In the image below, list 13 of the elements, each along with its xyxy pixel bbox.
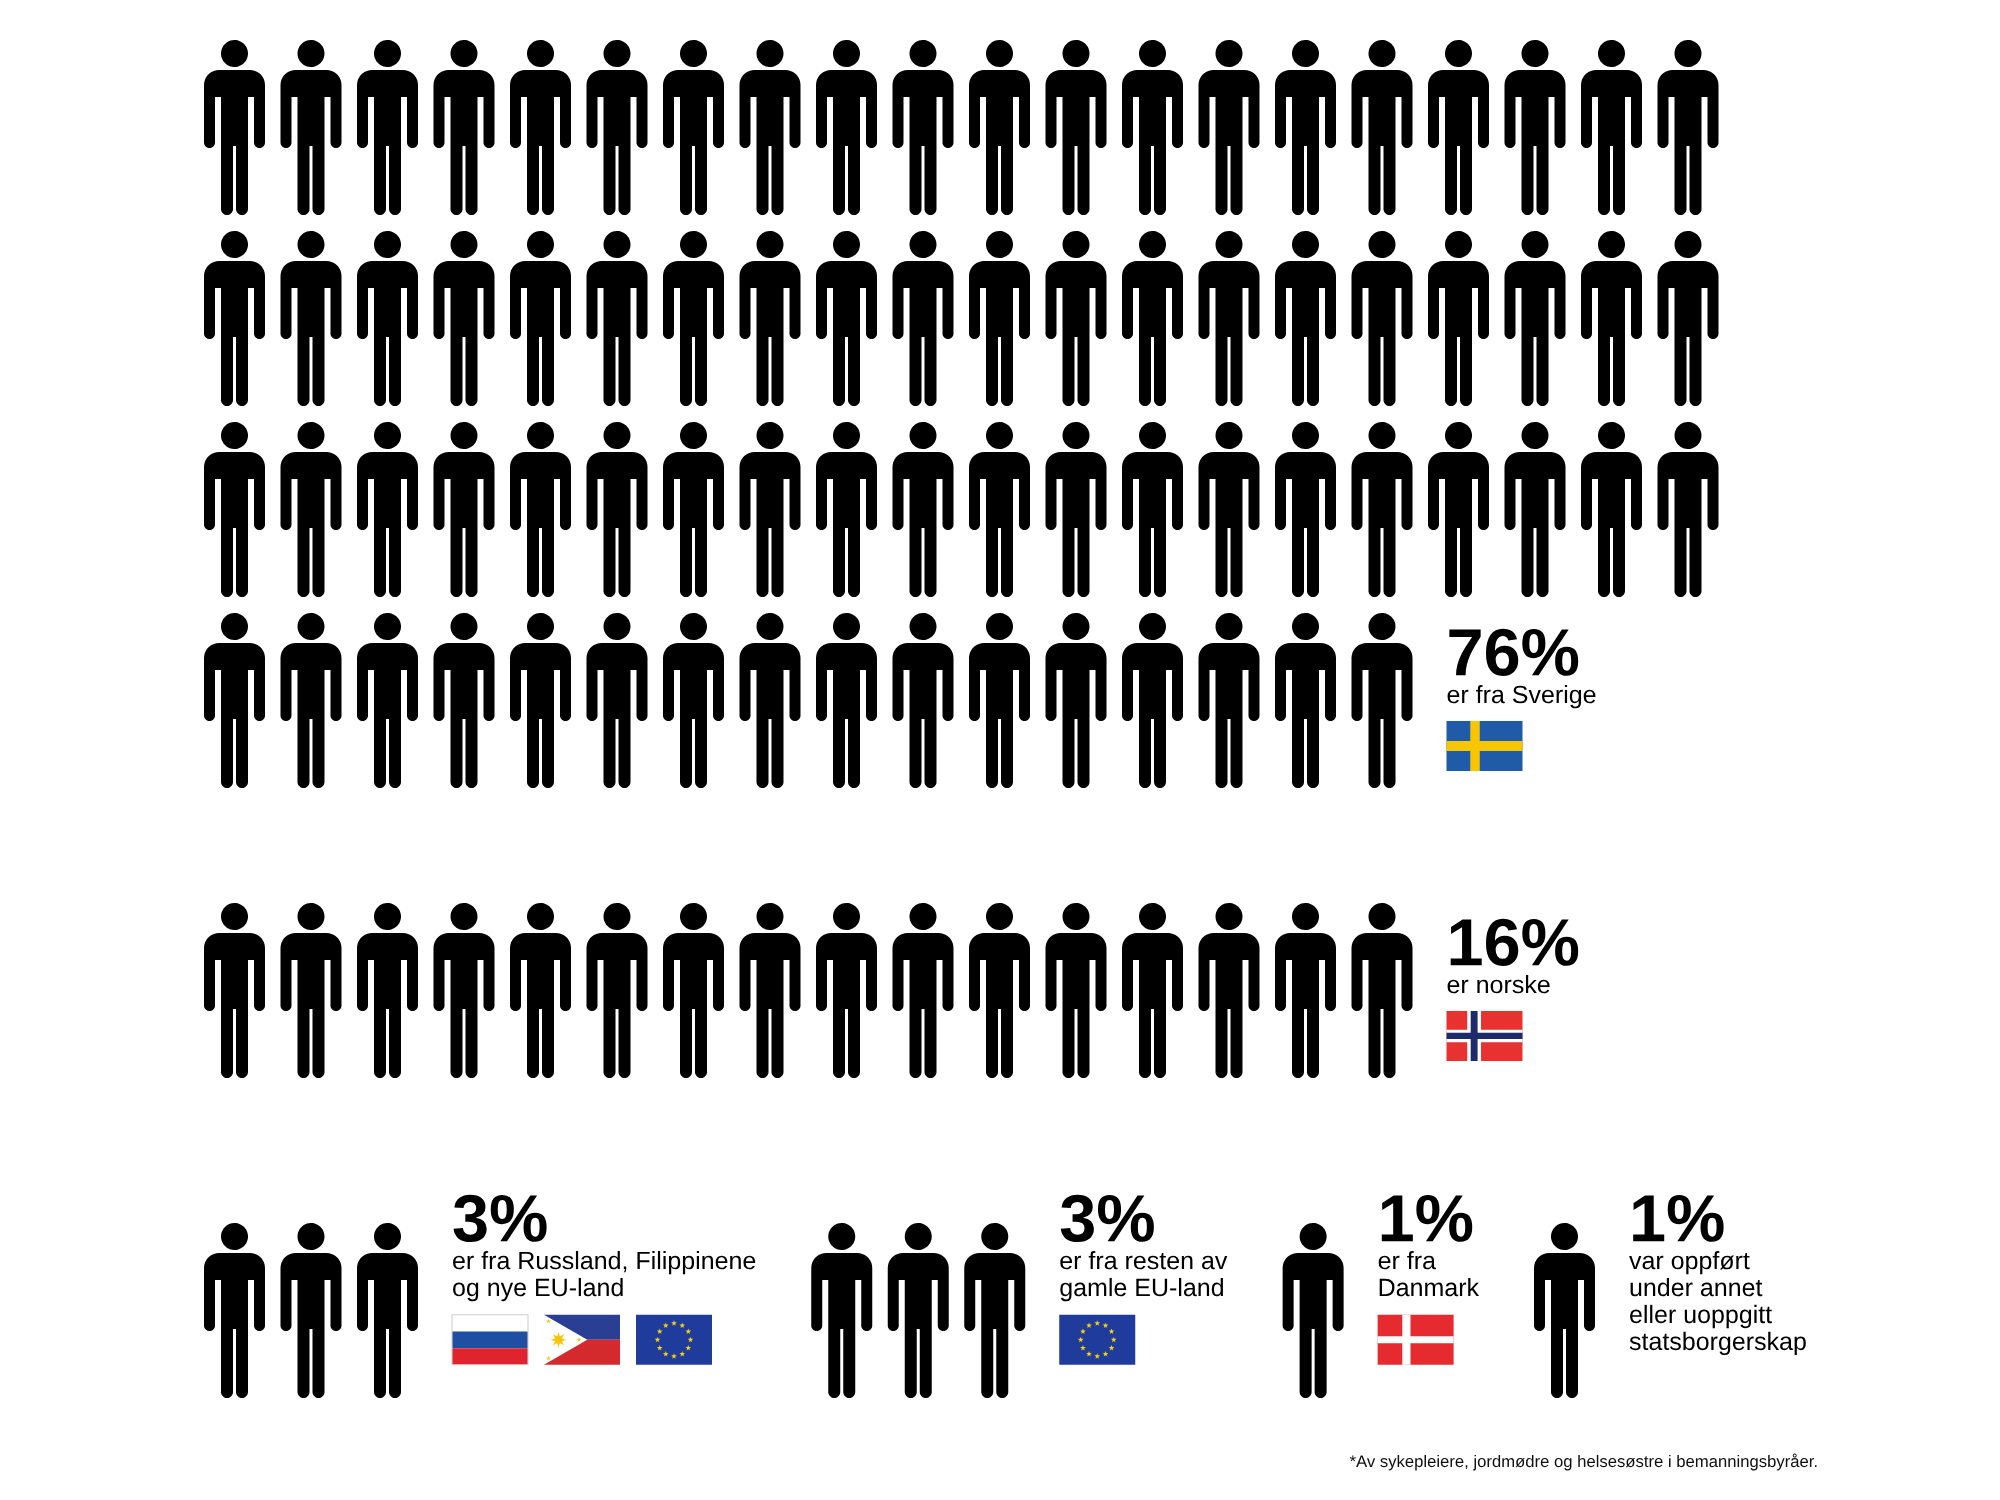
data-label: 76%	[1449, 628, 1579, 676]
category-label: var oppført under annet eller uoppgitt statsborgerskap	[1629, 1251, 1806, 1356]
data-label: 1%	[1633, 1194, 1724, 1242]
category-label: er norske	[1447, 975, 1550, 994]
category-label: er fra Russland, Filippinene og nye EU-land	[453, 1251, 756, 1302]
category-label: er fra Danmark	[1378, 1251, 1480, 1297]
category-label: er fra Sverige	[1447, 685, 1596, 709]
text: *Av sykepleiere, jordmødre og helsesøstre i bemanningsbyråer.	[1349, 1453, 1817, 1471]
data-label: 16%	[1450, 918, 1579, 966]
data-label: 1%	[1381, 1194, 1473, 1242]
data-label: 3%	[1060, 1194, 1154, 1243]
category-label: er fra resten av gamle EU-land	[1060, 1251, 1228, 1302]
data-label: 3%	[453, 1194, 547, 1243]
